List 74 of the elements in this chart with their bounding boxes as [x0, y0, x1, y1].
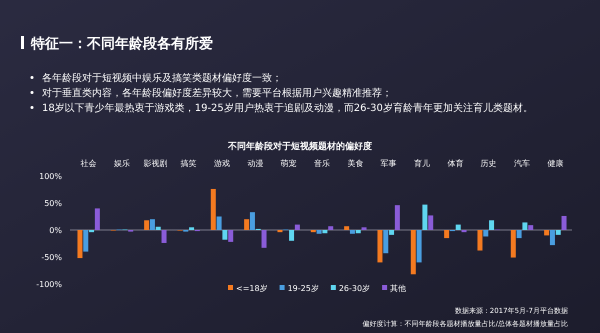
x-tick-label: 娱乐 [114, 159, 130, 168]
text: 对于垂直类内容，各年龄段偏好度差异较大，需要平台根据用户兴趣精准推荐； [42, 87, 392, 99]
x-tick-label: 军事 [380, 159, 397, 168]
y-tick-label: -100% [36, 280, 62, 289]
bar [489, 220, 494, 230]
text: 各年龄段对于短视频中娱乐及搞笑类题材偏好度一致； [42, 72, 282, 84]
bar [289, 230, 294, 241]
bar [422, 204, 428, 230]
bar [356, 230, 361, 234]
bar [344, 226, 350, 230]
x-tick-label: 健康 [547, 159, 564, 168]
legend-label: 26-30岁 [338, 284, 370, 293]
bar [328, 226, 334, 230]
x-tick-label: 美食 [347, 159, 364, 168]
bar [428, 215, 434, 230]
bar [94, 208, 100, 230]
bar [522, 222, 528, 230]
x-tick-label: 游戏 [214, 159, 230, 168]
bar [316, 230, 322, 234]
bar [77, 230, 82, 258]
x-tick-label: 萌宠 [280, 159, 297, 168]
bar [562, 216, 567, 230]
x-tick-label: 影视剧 [143, 159, 168, 168]
bar [377, 230, 382, 262]
bar [389, 230, 394, 235]
bar [394, 205, 400, 230]
bar [244, 219, 250, 230]
chart-subtitle: 不同年龄段对于短视频题材的偏好度 [227, 141, 372, 152]
bar [189, 227, 194, 230]
bar [556, 230, 561, 235]
x-tick-label: 育儿 [414, 159, 430, 168]
bar [477, 230, 482, 251]
y-tick-label: 0% [49, 226, 62, 235]
x-tick-label: 搞笑 [180, 159, 197, 168]
x-tick-label: 体育 [447, 159, 464, 168]
bar [216, 216, 222, 230]
bar [383, 230, 388, 254]
bar [528, 225, 534, 230]
bar [83, 230, 88, 252]
x-tick-label: 社会 [80, 159, 97, 168]
bar [362, 227, 367, 230]
legend-label: 其他 [390, 284, 406, 293]
bar [544, 230, 550, 236]
bar [410, 230, 416, 274]
bar [483, 230, 488, 236]
bar [416, 230, 422, 262]
bar [262, 230, 267, 248]
y-tick-label: -50% [41, 253, 62, 262]
y-tick-label: 100% [39, 172, 62, 181]
bar [550, 230, 555, 246]
bar [210, 188, 216, 230]
bar [444, 230, 450, 238]
bar [322, 230, 328, 234]
bar [510, 230, 516, 258]
bar [162, 230, 167, 243]
bar [294, 224, 300, 230]
x-tick-label: 音乐 [314, 159, 330, 168]
bar [516, 230, 522, 238]
bar [222, 230, 228, 240]
bar [250, 212, 255, 230]
legend-label: <=18岁 [236, 284, 268, 293]
bar [156, 226, 161, 230]
x-tick-label: 历史 [480, 159, 497, 168]
bar [144, 220, 150, 230]
chart-title: 特征一：不同年龄段各有所爱 [30, 35, 213, 52]
bar [350, 230, 355, 234]
bar [150, 219, 155, 230]
bar [456, 224, 461, 230]
legend-label: 19-25岁 [288, 284, 319, 293]
bar [228, 230, 234, 242]
x-tick-label: 动漫 [247, 159, 264, 168]
x-tick-label: 汽车 [514, 159, 530, 168]
y-tick-label: 50% [44, 199, 62, 208]
text: 18岁以下青少年最热衷于游戏类，19-25岁用户热衷于追剧及动漫，而26-30岁育龄青年更加关注育儿类题材。 [42, 102, 533, 114]
